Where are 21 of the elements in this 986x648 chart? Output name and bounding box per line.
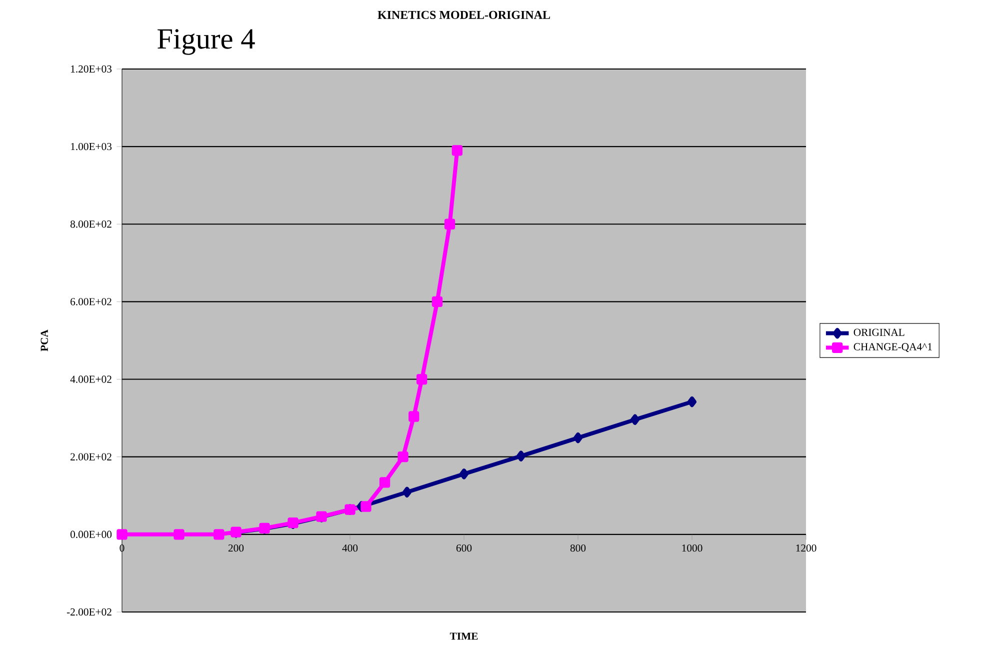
x-tick-label: 600 [456, 544, 472, 552]
x-tick-label: 1200 [796, 544, 816, 552]
y-tick-label: 1.20E+03 [71, 65, 112, 73]
x-axis-title: TIME [450, 632, 478, 640]
y-tick-label: 4.00E+02 [70, 376, 112, 383]
y-tick-label: 8.00E+02 [70, 220, 112, 228]
y-tick-label: 1.00E+03 [71, 142, 112, 150]
x-tick-label: 200 [228, 544, 244, 552]
chart-title: KINETICS MODEL-ORIGINAL [378, 10, 550, 19]
legend-label: ORIGINAL [854, 328, 904, 336]
x-tick-label: 800 [570, 544, 586, 552]
x-tick-label: 400 [342, 544, 358, 552]
caption: Figure 4 [158, 29, 255, 55]
y-axis-title: PCA [40, 330, 48, 352]
x-tick-label: 1000 [682, 544, 702, 552]
y-tick-label: 0.00E+00 [70, 530, 112, 538]
x-tick-label: 0 [120, 544, 124, 552]
legend-label: CHANGE-QA4^1 [854, 343, 932, 352]
y-tick-label: 2.00E+02 [70, 453, 112, 460]
y-tick-label: 6.00E+02 [70, 298, 112, 306]
y-tick-label: -2.00E+02 [66, 608, 112, 616]
